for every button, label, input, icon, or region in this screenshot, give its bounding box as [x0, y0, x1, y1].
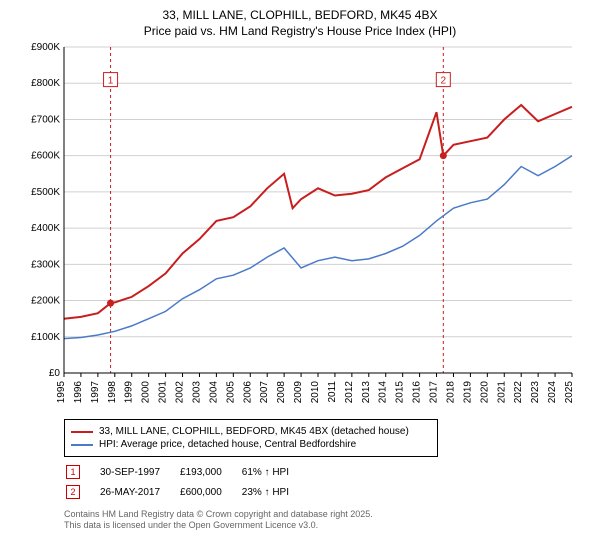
svg-text:2011: 2011: [327, 381, 338, 403]
txn-price: £193,000: [180, 463, 240, 481]
svg-text:2010: 2010: [310, 381, 321, 404]
svg-text:£200K: £200K: [31, 296, 60, 307]
svg-text:2002: 2002: [175, 381, 186, 404]
svg-text:1999: 1999: [124, 381, 135, 404]
legend-item: 33, MILL LANE, CLOPHILL, BEDFORD, MK45 4…: [71, 426, 431, 437]
legend: 33, MILL LANE, CLOPHILL, BEDFORD, MK45 4…: [64, 419, 438, 457]
svg-text:2014: 2014: [378, 381, 389, 404]
legend-item: HPI: Average price, detached house, Cent…: [71, 439, 431, 450]
chart-svg: £0 £100K £200K £300K £400K £500K £600K £700K £80…: [20, 43, 580, 413]
footer-line1: Contains HM Land Registry data © Crown c…: [64, 509, 592, 520]
marker-chip: 1: [66, 465, 80, 479]
legend-label: HPI: Average price, detached house, Cent…: [99, 439, 356, 450]
txn-delta: 23% ↑ HPI: [242, 483, 307, 501]
svg-text:2022: 2022: [513, 381, 524, 404]
svg-text:2024: 2024: [547, 381, 558, 404]
txn-date: 30-SEP-1997: [100, 463, 178, 481]
svg-text:2023: 2023: [530, 381, 541, 404]
svg-text:2001: 2001: [158, 381, 169, 404]
legend-swatch: [71, 431, 93, 433]
svg-text:2015: 2015: [395, 381, 406, 404]
svg-text:1998: 1998: [107, 381, 118, 404]
transactions-table: 1 30-SEP-1997 £193,000 61% ↑ HPI 2 26-MA…: [64, 461, 309, 503]
svg-text:£800K: £800K: [31, 78, 60, 89]
svg-text:1997: 1997: [90, 381, 101, 404]
title-line1: 33, MILL LANE, CLOPHILL, BEDFORD, MK45 4…: [8, 8, 592, 24]
legend-swatch: [71, 444, 93, 446]
txn-delta: 61% ↑ HPI: [242, 463, 307, 481]
txn-price: £600,000: [180, 483, 240, 501]
marker-chip: 2: [66, 485, 80, 499]
svg-text:2018: 2018: [445, 381, 456, 404]
footer: Contains HM Land Registry data © Crown c…: [64, 509, 592, 531]
svg-text:2000: 2000: [141, 381, 152, 404]
svg-text:2025: 2025: [564, 381, 575, 404]
svg-text:2005: 2005: [225, 381, 236, 404]
svg-text:£0: £0: [49, 368, 61, 379]
svg-text:£700K: £700K: [31, 115, 60, 126]
svg-text:2004: 2004: [208, 381, 219, 404]
svg-text:£400K: £400K: [31, 223, 60, 234]
svg-text:1995: 1995: [56, 381, 67, 404]
legend-label: 33, MILL LANE, CLOPHILL, BEDFORD, MK45 4…: [99, 426, 409, 437]
svg-text:2017: 2017: [429, 381, 440, 404]
svg-text:2020: 2020: [479, 381, 490, 404]
svg-text:2008: 2008: [276, 381, 287, 404]
svg-text:2013: 2013: [361, 381, 372, 404]
svg-text:2021: 2021: [496, 381, 507, 404]
txn-date: 26-MAY-2017: [100, 483, 178, 501]
chart-area: £0 £100K £200K £300K £400K £500K £600K £700K £80…: [20, 43, 580, 413]
svg-text:£100K: £100K: [31, 332, 60, 343]
svg-text:2003: 2003: [191, 381, 202, 404]
svg-text:2019: 2019: [462, 381, 473, 404]
footer-line2: This data is licensed under the Open Gov…: [64, 520, 592, 531]
chart-title: 33, MILL LANE, CLOPHILL, BEDFORD, MK45 4…: [8, 8, 592, 39]
svg-text:2: 2: [441, 76, 447, 87]
svg-text:1996: 1996: [73, 381, 84, 404]
svg-text:£300K: £300K: [31, 260, 60, 271]
svg-text:£600K: £600K: [31, 151, 60, 162]
svg-text:2009: 2009: [293, 381, 304, 404]
table-row: 1 30-SEP-1997 £193,000 61% ↑ HPI: [66, 463, 307, 481]
svg-text:2006: 2006: [242, 381, 253, 404]
table-row: 2 26-MAY-2017 £600,000 23% ↑ HPI: [66, 483, 307, 501]
svg-text:2016: 2016: [412, 381, 423, 404]
svg-text:£900K: £900K: [31, 43, 60, 53]
title-line2: Price paid vs. HM Land Registry's House …: [8, 24, 592, 40]
svg-text:1: 1: [108, 76, 114, 87]
svg-text:2007: 2007: [259, 381, 270, 404]
svg-text:£500K: £500K: [31, 187, 60, 198]
svg-text:2012: 2012: [344, 381, 355, 404]
